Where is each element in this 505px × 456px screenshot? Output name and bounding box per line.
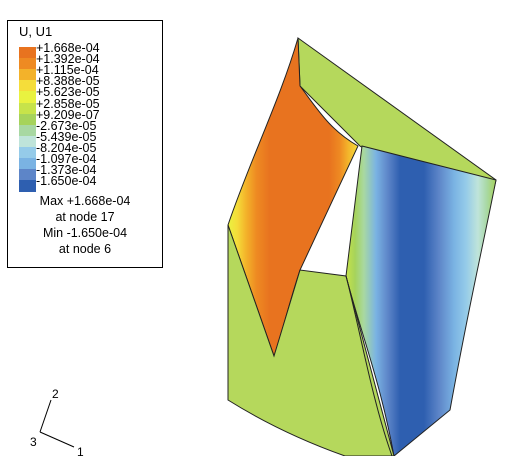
legend-max-node: at node 17 [55, 210, 115, 224]
legend-tick-label: +9.209e-07 [36, 107, 100, 122]
legend-tick-label: +8.388e-05 [36, 74, 100, 89]
right-wall-face [345, 145, 497, 456]
legend-swatch [19, 180, 36, 193]
legend-max-value: Max +1.668e-04 [39, 194, 131, 208]
legend-min-node: at node 6 [58, 242, 112, 256]
legend-swatch [19, 47, 36, 59]
legend-tick-label: -8.204e-05 [36, 140, 97, 155]
legend-tick-label: +2.858e-05 [36, 96, 100, 111]
axis-triad: 2 3 1 [30, 387, 84, 456]
legend-tick-label: -1.097e-04 [36, 152, 97, 166]
legend-swatch [19, 80, 36, 93]
legend-swatch [19, 69, 36, 82]
legend-swatch [19, 169, 36, 182]
bottom-inner-edge [345, 275, 393, 456]
legend-tick-label: +1.392e-04 [36, 52, 100, 67]
legend-tick-label: -5.439e-05 [36, 129, 97, 144]
contour-legend: U, U1 +1.668e-04 +1.392e-04 +1.115e-04 +8.3… [7, 20, 163, 268]
legend-tick-label: +1.115e-04 [36, 63, 99, 78]
axis-3-label: 3 [30, 435, 37, 449]
legend-swatch [19, 113, 36, 126]
legend-tick-label: -1.373e-04 [36, 163, 97, 178]
legend-tick-label: -2.673e-05 [36, 118, 97, 133]
axis-2-label: 2 [52, 387, 59, 401]
bottom-face [227, 224, 395, 456]
legend-swatch [19, 58, 36, 71]
legend-swatch [19, 135, 36, 148]
legend-swatch [19, 91, 36, 104]
axis-1-label: 1 [77, 445, 84, 456]
legend-tick-label: -1.650e-04 [36, 174, 97, 189]
legend-swatch [19, 158, 36, 170]
legend-swatch [19, 124, 36, 137]
legend-tick-label: +5.623e-05 [36, 85, 100, 100]
legend-min-value: Min -1.650e-04 [42, 226, 128, 240]
legend-swatch [19, 102, 36, 115]
legend-swatch [19, 146, 36, 159]
legend-title: U, U1 [19, 24, 53, 39]
legend-tick-label: +1.668e-04 [36, 41, 100, 55]
